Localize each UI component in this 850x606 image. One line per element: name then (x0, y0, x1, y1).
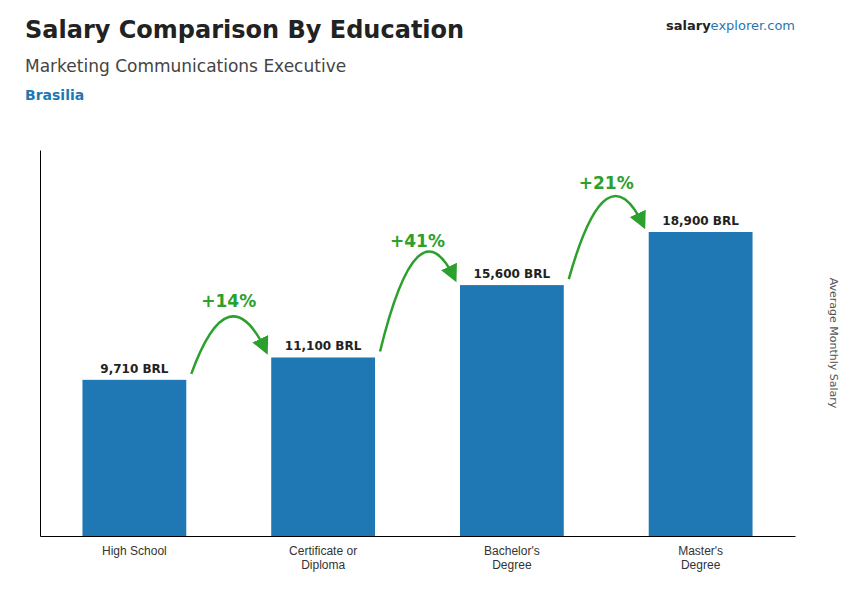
change-arrow (191, 316, 266, 373)
change-arrow (380, 252, 455, 352)
chart-container: Salary Comparison By Education Marketing … (0, 0, 850, 606)
city: Brasilia (25, 87, 84, 103)
website: salaryexplorer.com (666, 18, 795, 33)
x-tick-label-line: Degree (492, 558, 532, 572)
change-label: +14% (201, 291, 256, 311)
x-tick-label-line: Degree (681, 558, 721, 572)
change-label: +41% (390, 231, 445, 251)
x-tick: High School (102, 544, 167, 558)
chart-svg: Salary Comparison By Education Marketing … (0, 0, 850, 606)
plot-area (82, 232, 752, 536)
x-tick-label: Certificate orDiploma (289, 544, 357, 572)
data-label: 15,600 BRL (474, 267, 551, 281)
data-label: 9,710 BRL (100, 362, 169, 376)
change-arrow (569, 196, 644, 279)
y-axis-line (40, 151, 41, 537)
x-tick-label: Master'sDegree (678, 544, 723, 572)
annotations: +14% +41% +21% (191, 173, 643, 374)
data-label: 18,900 BRL (662, 214, 739, 228)
bar (649, 232, 753, 536)
x-tick-label-line: High School (102, 544, 167, 558)
title: Salary Comparison By Education (25, 16, 464, 44)
x-tick: Bachelor'sDegree (484, 544, 540, 572)
x-tick-label-line: Diploma (301, 558, 345, 572)
data-labels: 9,710 BRL 11,100 BRL 15,600 BRL 18,900 BRL (100, 214, 739, 376)
subtitle: Marketing Communications Executive (25, 56, 346, 76)
bar (460, 285, 564, 536)
bar (82, 380, 186, 536)
y-axis-title: Average Monthly Salary (827, 278, 840, 409)
x-axis: High School Certificate orDiploma Bachelor… (41, 537, 796, 572)
bar (271, 357, 375, 536)
data-label: 11,100 BRL (285, 339, 362, 353)
change-label: +21% (579, 173, 634, 193)
x-tick-label: High School (102, 544, 167, 558)
website-part: explorer.com (711, 18, 795, 33)
x-tick: Certificate orDiploma (289, 544, 357, 572)
x-tick-label-line: Master's (678, 544, 723, 558)
x-tick-label-line: Certificate or (289, 544, 357, 558)
x-axis-line (41, 536, 796, 537)
x-tick-label: Bachelor'sDegree (484, 544, 540, 572)
website-part: salary (666, 18, 711, 33)
x-tick: Master'sDegree (678, 544, 723, 572)
y-axis (40, 151, 41, 537)
x-tick-label-line: Bachelor's (484, 544, 540, 558)
